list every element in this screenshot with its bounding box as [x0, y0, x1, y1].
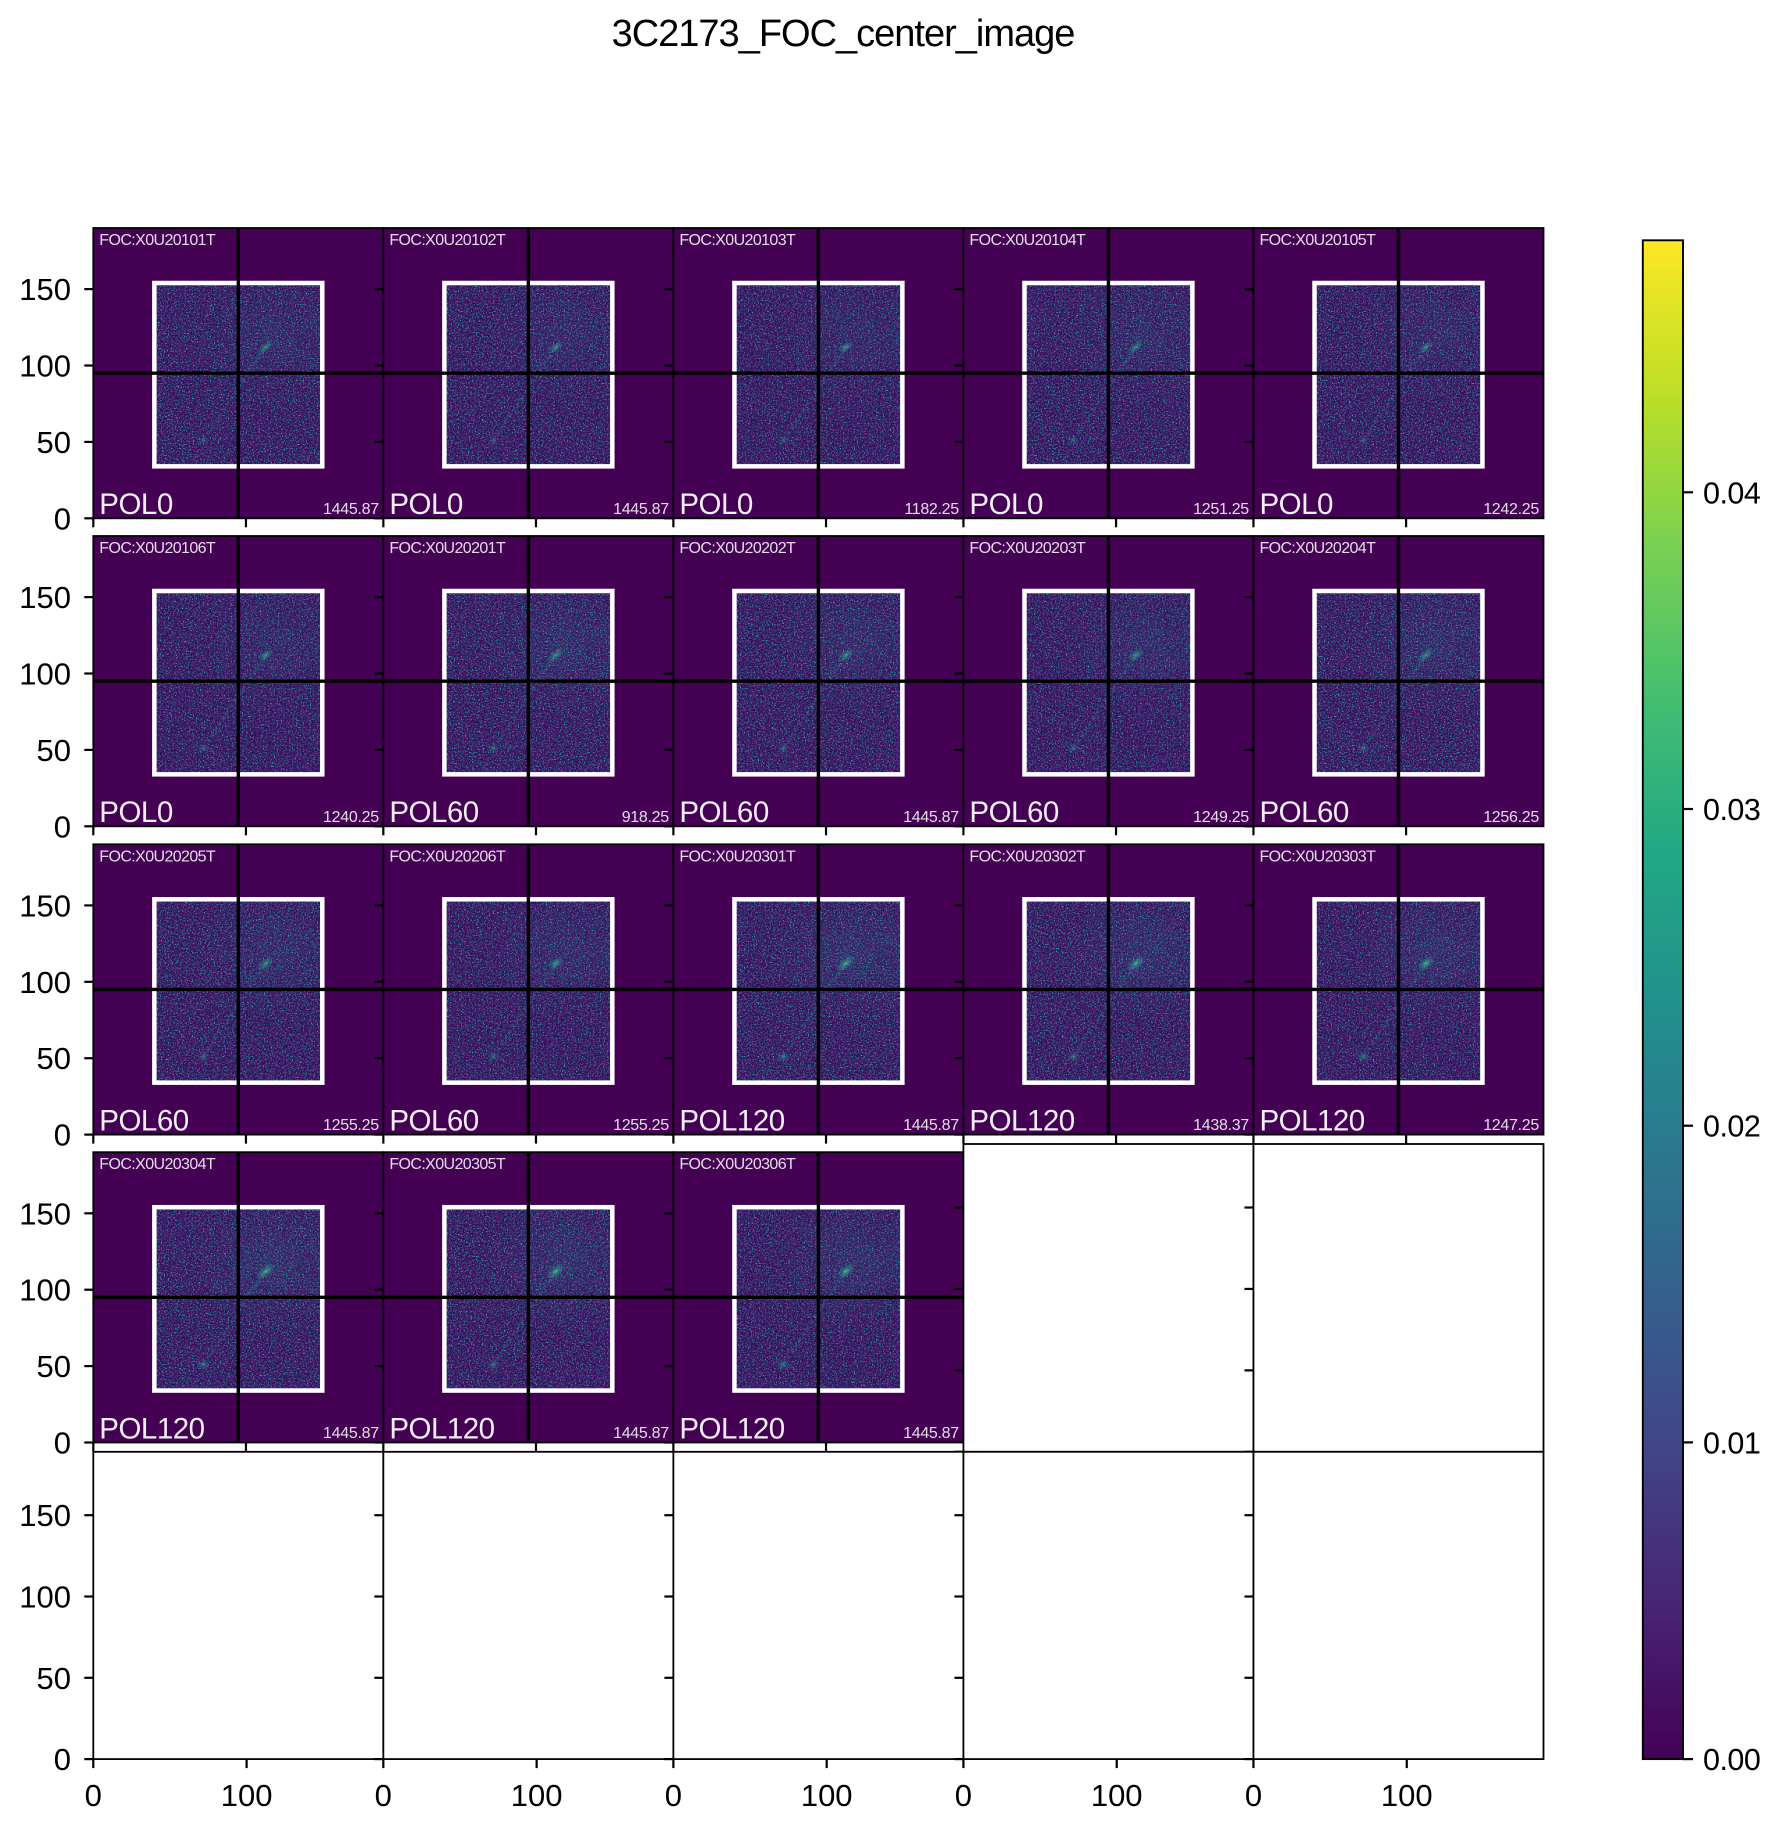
svg-text:1247.25: 1247.25 — [1483, 1117, 1539, 1134]
svg-text:1256.25: 1256.25 — [1483, 809, 1539, 826]
svg-text:1251.25: 1251.25 — [1193, 501, 1249, 518]
svg-text:1445.87: 1445.87 — [323, 501, 379, 518]
svg-text:150: 150 — [19, 1196, 71, 1231]
svg-text:POL60: POL60 — [99, 1104, 188, 1137]
svg-text:FOC:X0U20301T: FOC:X0U20301T — [679, 848, 796, 865]
svg-text:POL60: POL60 — [389, 796, 478, 829]
svg-text:0: 0 — [85, 1778, 102, 1813]
svg-text:POL0: POL0 — [99, 488, 173, 521]
svg-text:0.01: 0.01 — [1703, 1426, 1760, 1460]
svg-text:POL0: POL0 — [389, 488, 463, 521]
svg-text:100: 100 — [19, 1273, 71, 1308]
svg-text:1242.25: 1242.25 — [1483, 501, 1539, 518]
svg-text:POL60: POL60 — [389, 1104, 478, 1137]
svg-text:50: 50 — [37, 1349, 71, 1384]
svg-text:POL0: POL0 — [679, 488, 753, 521]
svg-text:1255.25: 1255.25 — [323, 1117, 379, 1134]
svg-text:FOC:X0U20203T: FOC:X0U20203T — [969, 540, 1086, 557]
svg-text:POL120: POL120 — [1259, 1104, 1364, 1137]
svg-text:50: 50 — [37, 1661, 71, 1696]
svg-text:150: 150 — [19, 1498, 71, 1533]
svg-text:0: 0 — [54, 1426, 71, 1461]
svg-text:1445.87: 1445.87 — [903, 1117, 959, 1134]
svg-text:1445.87: 1445.87 — [613, 501, 669, 518]
svg-text:50: 50 — [37, 425, 71, 460]
svg-text:0.03: 0.03 — [1703, 793, 1760, 827]
svg-text:100: 100 — [19, 349, 71, 384]
svg-text:POL120: POL120 — [389, 1412, 494, 1445]
svg-text:0: 0 — [54, 809, 71, 844]
svg-text:0: 0 — [955, 1778, 972, 1813]
svg-text:POL60: POL60 — [969, 796, 1058, 829]
svg-text:POL120: POL120 — [99, 1412, 204, 1445]
svg-text:FOC:X0U20103T: FOC:X0U20103T — [679, 232, 796, 249]
svg-text:FOC:X0U20101T: FOC:X0U20101T — [99, 232, 216, 249]
svg-text:POL120: POL120 — [969, 1104, 1074, 1137]
svg-text:150: 150 — [19, 272, 71, 307]
svg-text:0.00: 0.00 — [1703, 1743, 1760, 1777]
svg-text:1438.37: 1438.37 — [1193, 1117, 1249, 1134]
svg-text:100: 100 — [511, 1778, 563, 1813]
svg-text:150: 150 — [19, 888, 71, 923]
svg-text:FOC:X0U20204T: FOC:X0U20204T — [1259, 540, 1376, 557]
svg-text:POL0: POL0 — [1259, 488, 1333, 521]
svg-text:FOC:X0U20201T: FOC:X0U20201T — [389, 540, 506, 557]
svg-text:0: 0 — [665, 1778, 682, 1813]
svg-text:FOC:X0U20306T: FOC:X0U20306T — [679, 1156, 796, 1173]
svg-text:50: 50 — [37, 1041, 71, 1076]
svg-text:0: 0 — [1245, 1778, 1262, 1813]
svg-text:100: 100 — [1381, 1778, 1433, 1813]
svg-text:100: 100 — [1091, 1778, 1143, 1813]
svg-text:POL60: POL60 — [679, 796, 768, 829]
svg-text:FOC:X0U20205T: FOC:X0U20205T — [99, 848, 216, 865]
svg-text:1255.25: 1255.25 — [613, 1117, 669, 1134]
svg-text:0.04: 0.04 — [1703, 476, 1761, 510]
svg-text:100: 100 — [19, 657, 71, 692]
svg-text:1445.87: 1445.87 — [903, 1425, 959, 1442]
svg-text:FOC:X0U20202T: FOC:X0U20202T — [679, 540, 796, 557]
svg-text:0.02: 0.02 — [1703, 1110, 1760, 1144]
svg-text:1240.25: 1240.25 — [323, 809, 379, 826]
svg-text:100: 100 — [19, 965, 71, 1000]
svg-text:FOC:X0U20302T: FOC:X0U20302T — [969, 848, 1086, 865]
svg-text:918.25: 918.25 — [622, 809, 670, 826]
svg-text:50: 50 — [37, 733, 71, 768]
svg-text:FOC:X0U20105T: FOC:X0U20105T — [1259, 232, 1376, 249]
svg-text:1445.87: 1445.87 — [323, 1425, 379, 1442]
svg-text:1182.25: 1182.25 — [904, 501, 959, 518]
svg-text:FOC:X0U20305T: FOC:X0U20305T — [389, 1156, 506, 1173]
svg-text:150: 150 — [19, 580, 71, 615]
svg-text:3C2173_FOC_center_image: 3C2173_FOC_center_image — [612, 13, 1075, 55]
svg-text:FOC:X0U20303T: FOC:X0U20303T — [1259, 848, 1376, 865]
svg-text:POL0: POL0 — [99, 796, 173, 829]
svg-text:1445.87: 1445.87 — [613, 1425, 669, 1442]
svg-text:FOC:X0U20104T: FOC:X0U20104T — [969, 232, 1086, 249]
svg-text:POL60: POL60 — [1259, 796, 1348, 829]
svg-text:POL120: POL120 — [679, 1104, 784, 1137]
svg-text:FOC:X0U20304T: FOC:X0U20304T — [99, 1156, 216, 1173]
svg-text:POL0: POL0 — [969, 488, 1043, 521]
svg-text:FOC:X0U20206T: FOC:X0U20206T — [389, 848, 506, 865]
svg-text:0: 0 — [375, 1778, 392, 1813]
svg-text:100: 100 — [801, 1778, 853, 1813]
svg-text:1445.87: 1445.87 — [903, 809, 959, 826]
svg-text:100: 100 — [221, 1778, 273, 1813]
svg-text:0: 0 — [54, 1118, 71, 1153]
svg-text:FOC:X0U20102T: FOC:X0U20102T — [389, 232, 506, 249]
svg-text:0: 0 — [54, 1742, 71, 1777]
svg-text:POL120: POL120 — [679, 1412, 784, 1445]
svg-text:0: 0 — [54, 501, 71, 536]
svg-text:FOC:X0U20106T: FOC:X0U20106T — [99, 540, 216, 557]
svg-text:1249.25: 1249.25 — [1193, 809, 1249, 826]
svg-text:100: 100 — [19, 1580, 71, 1615]
